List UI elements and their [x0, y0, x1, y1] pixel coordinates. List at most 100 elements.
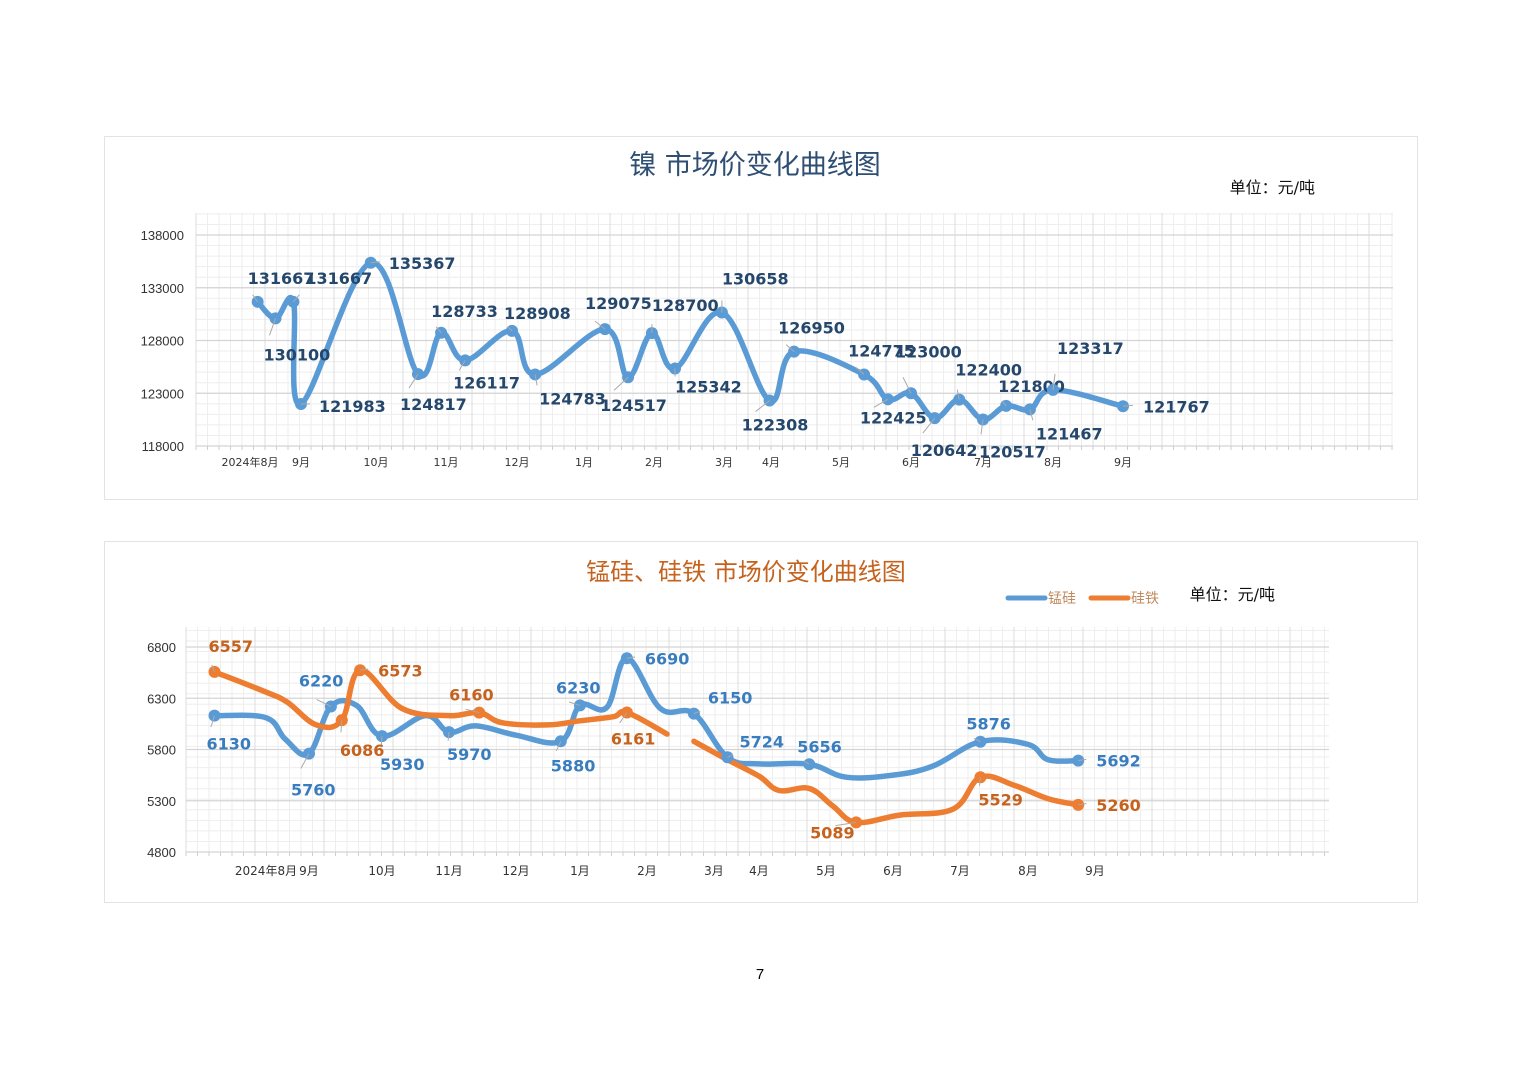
data-label: 6230	[556, 678, 601, 697]
data-label: 5692	[1096, 752, 1141, 771]
x-tick-label: 2月	[637, 864, 657, 878]
data-label: 5880	[551, 756, 596, 775]
leader-line	[465, 708, 480, 714]
data-label: 5876	[966, 715, 1011, 734]
leader-line	[785, 344, 795, 352]
data-label: 5089	[810, 823, 855, 842]
chart-title: 锰硅、硅铁 市场价变化曲线图	[586, 558, 906, 586]
leader-line	[340, 720, 343, 733]
data-label: 120642	[911, 441, 978, 460]
data-label: 121983	[319, 397, 386, 416]
x-tick-label: 5月	[832, 456, 850, 469]
data-label: 131667	[248, 269, 315, 288]
data-label: 6557	[209, 637, 254, 656]
leader-line	[1078, 803, 1087, 806]
legend-label-mnsi: 锰硅	[1048, 591, 1076, 607]
data-label: 128733	[431, 302, 498, 321]
data-label: 5529	[978, 790, 1023, 809]
data-label: 125342	[675, 378, 742, 397]
data-label: 130100	[264, 345, 331, 364]
y-tick-label: 5300	[147, 794, 176, 809]
leader-line	[902, 377, 912, 394]
y-tick-label: 138000	[141, 228, 184, 243]
leader-line	[1078, 758, 1087, 762]
x-tick-label: 7月	[974, 456, 992, 469]
data-label: 128908	[504, 304, 571, 323]
legend: 锰硅 硅铁	[1005, 591, 1159, 607]
leader-line	[370, 261, 380, 264]
chart-title: 镍 市场价变化曲线图	[629, 150, 881, 181]
y-tick-label: 5800	[147, 743, 176, 758]
leader-line	[1001, 400, 1007, 407]
x-tick-label: 1月	[570, 864, 590, 878]
nickel-price-chart: 118000 123000 128000 133000 138000 镍 市场价变化曲线图…	[141, 150, 1393, 469]
x-tick-label: 6月	[883, 864, 903, 878]
data-label: 124817	[400, 395, 467, 414]
data-label: 5260	[1096, 796, 1141, 815]
leader-line	[922, 417, 936, 434]
data-label: 130658	[722, 269, 789, 288]
leader-line	[973, 737, 981, 743]
data-label: 124783	[539, 389, 606, 408]
x-tick-label: 2024年8月	[222, 455, 279, 469]
data-label: 5760	[291, 781, 336, 800]
nickel-data-point	[529, 368, 542, 381]
x-tick-label: 8月	[1044, 456, 1062, 469]
data-label: 120517	[979, 442, 1046, 461]
y-tick-label: 123000	[141, 386, 184, 401]
data-label: 122400	[955, 361, 1022, 380]
data-label: 6130	[207, 735, 252, 754]
data-label: 124517	[600, 396, 667, 415]
y-tick-label: 6800	[147, 640, 176, 655]
data-label: 122425	[860, 408, 927, 427]
x-tick-label: 3月	[715, 456, 733, 469]
mnsi-data-point	[554, 735, 567, 748]
x-tick-label: 7月	[950, 864, 970, 878]
x-tick-label: 11月	[434, 456, 459, 469]
y-tick-label: 118000	[142, 439, 184, 454]
y-tick-label: 133000	[141, 281, 184, 296]
data-label: 5724	[740, 732, 785, 751]
x-tick-label: 2024年8月	[235, 864, 297, 878]
data-label: 6150	[708, 689, 753, 708]
data-label: 6690	[645, 649, 690, 668]
y-tick-label: 128000	[141, 334, 184, 349]
data-label: 5970	[447, 745, 492, 764]
x-tick-label: 4月	[749, 864, 769, 878]
x-tick-label: 9月	[292, 456, 310, 469]
data-label: 123317	[1057, 339, 1124, 358]
nickel-data-point	[412, 368, 424, 381]
x-tick-label: 3月	[704, 864, 724, 878]
x-tick-label: 6月	[902, 456, 920, 469]
x-tick-label: 2月	[645, 456, 663, 469]
data-label: 6573	[378, 661, 423, 680]
leader-line	[507, 326, 513, 332]
leader-line	[1029, 409, 1034, 421]
leader-line	[292, 294, 300, 303]
x-tick-label: 12月	[502, 864, 529, 878]
data-label: 131667	[305, 269, 372, 288]
mnsi-data-point	[376, 730, 388, 743]
leader-line	[835, 821, 857, 827]
mnsi-data-point	[974, 735, 987, 748]
leader-line	[252, 294, 259, 303]
mnsi-data-point	[324, 700, 337, 713]
leader-line	[1122, 404, 1134, 407]
leader-line	[458, 360, 466, 371]
unit-label: 单位：元/吨	[1190, 585, 1275, 604]
leader-line	[803, 760, 810, 765]
x-tick-label: 8月	[1018, 864, 1038, 878]
leader-line	[210, 715, 215, 728]
leader-line	[979, 777, 981, 786]
leader-line	[447, 732, 450, 741]
leader-line	[300, 753, 310, 769]
leader-line	[316, 699, 332, 707]
x-tick-label: 11月	[435, 864, 462, 878]
data-label: 126950	[778, 319, 845, 338]
data-label: 129075	[585, 294, 652, 313]
mnsi-data-point	[803, 758, 816, 771]
unit-label: 单位：元/吨	[1230, 178, 1315, 197]
mnsi-data-point	[208, 709, 221, 722]
leader-line	[956, 389, 960, 400]
